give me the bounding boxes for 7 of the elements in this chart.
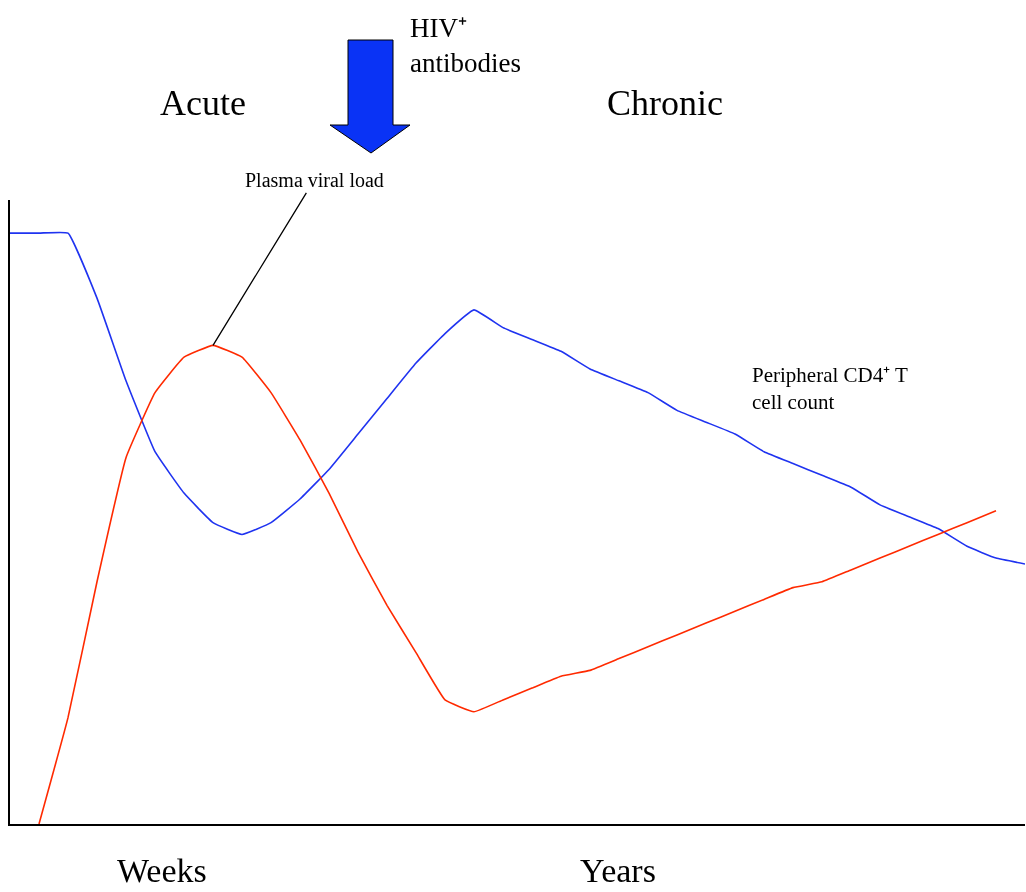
text: HIV⁺ antibodies: [410, 13, 521, 79]
text: Acute: [160, 83, 246, 123]
text: Years: [580, 852, 656, 889]
series-label: Peripheral CD4⁺ T cell count: [752, 363, 909, 415]
text: Plasma viral load: [245, 169, 384, 191]
text: Chronic: [607, 83, 723, 123]
text: Weeks: [117, 852, 207, 889]
